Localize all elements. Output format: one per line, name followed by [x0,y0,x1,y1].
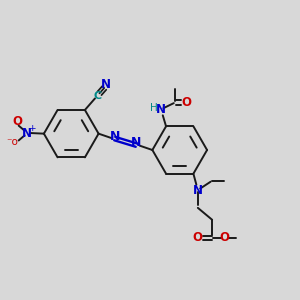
Text: N: N [22,127,32,140]
Text: C: C [93,91,101,101]
Text: +: + [28,124,35,134]
Text: N: N [193,184,203,196]
Text: N: N [131,136,141,149]
Text: ⁻o: ⁻o [6,137,18,147]
Text: O: O [192,231,202,244]
Text: O: O [219,231,229,244]
Text: H: H [150,103,158,112]
Text: O: O [181,96,191,109]
Text: O: O [13,115,23,128]
Text: N: N [156,103,166,116]
Text: N: N [101,78,111,91]
Text: N: N [110,130,120,143]
